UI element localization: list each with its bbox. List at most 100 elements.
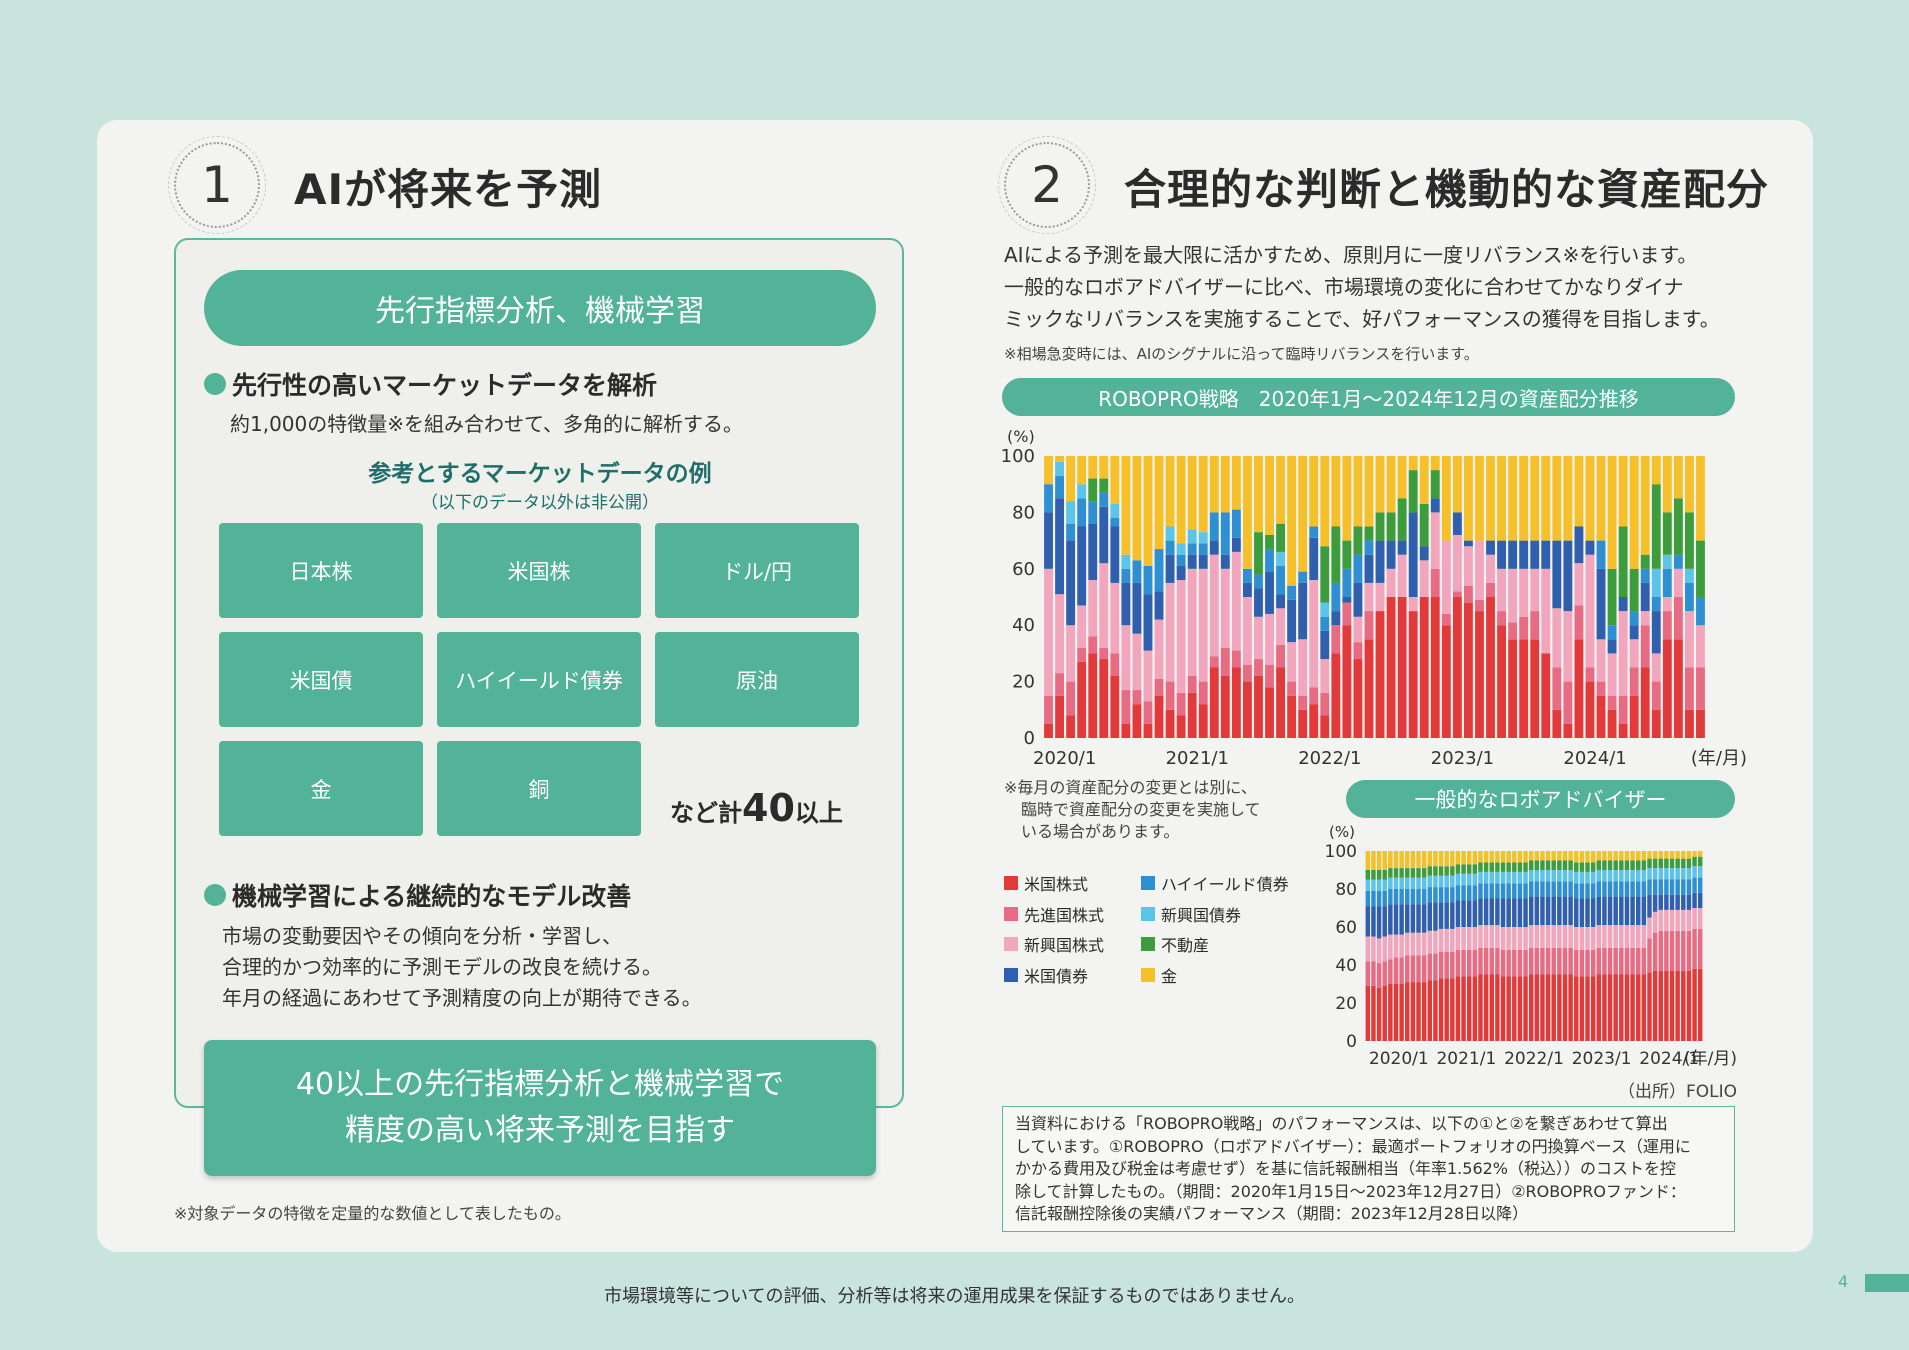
bar-segment: [1433, 866, 1438, 876]
bar-segment: [1331, 653, 1341, 738]
bar-segment: [1636, 947, 1641, 975]
bar-segment: [1433, 980, 1438, 1041]
bar-segment: [1231, 456, 1241, 510]
bar-segment: [1154, 678, 1164, 696]
bar-segment: [1568, 896, 1573, 926]
bar-segment: [1551, 851, 1556, 861]
bar-segment: [1450, 902, 1455, 929]
bar-segment: [1110, 653, 1120, 676]
bar-segment: [1685, 512, 1694, 569]
bar-segment: [1464, 540, 1473, 547]
bar-segment: [1545, 947, 1551, 975]
bar-segment: [1658, 894, 1663, 910]
bar-segment: [1121, 690, 1131, 724]
bar-segment: [1664, 894, 1669, 910]
bar-segment: [1607, 974, 1613, 1041]
bar-segment: [1664, 879, 1669, 895]
bar-segment: [1433, 902, 1438, 931]
bar-segment: [1629, 456, 1639, 569]
bar-segment: [1500, 851, 1506, 863]
x-tick-label: 2020/1: [1033, 748, 1096, 769]
bar-segment: [1364, 540, 1374, 555]
bar-segment: [1506, 976, 1511, 1041]
bar-segment: [1489, 871, 1494, 884]
bar-segment: [1568, 870, 1573, 882]
legend-item: 金: [1141, 963, 1177, 987]
bar-segment: [1455, 885, 1461, 901]
bar-segment: [1055, 461, 1064, 476]
bar-segment: [1342, 625, 1352, 738]
bar-segment: [1376, 987, 1382, 1041]
bar-segment: [1696, 456, 1705, 541]
bar-segment: [1388, 877, 1393, 889]
bar-segment: [1483, 974, 1489, 1041]
bar-segment: [1685, 582, 1694, 612]
bar-segment: [1545, 896, 1551, 926]
bar-segment: [1523, 976, 1528, 1041]
legend-swatch: [1004, 937, 1018, 951]
bar-segment: [1686, 970, 1692, 1041]
bar-segment: [1669, 909, 1675, 931]
bar-segment: [1596, 947, 1601, 975]
bar-segment: [1382, 906, 1387, 937]
bar-segment: [1629, 611, 1639, 626]
bar-segment: [1596, 881, 1601, 897]
bar-segment: [1574, 851, 1579, 863]
bar-segment: [1590, 927, 1596, 950]
bar-segment: [1455, 949, 1461, 977]
bar-segment: [1427, 902, 1432, 931]
bar-segment: [1408, 597, 1418, 612]
bar-segment: [1686, 909, 1692, 931]
bar-segment: [1596, 568, 1606, 640]
bar-segment: [1629, 667, 1639, 696]
bar-segment: [1607, 568, 1617, 626]
bar-segment: [1441, 540, 1451, 614]
bar-segment: [1636, 881, 1641, 897]
bar-segment: [1658, 930, 1663, 971]
bar-segment: [1585, 851, 1590, 863]
bar-segment: [1243, 664, 1252, 682]
bar-segment: [1692, 851, 1697, 857]
bar-segment: [1376, 870, 1382, 880]
x-tick-label: 2021/1: [1436, 1049, 1496, 1069]
bar-segment: [1613, 870, 1618, 882]
bar-segment: [1541, 540, 1551, 569]
bar-segment: [1430, 470, 1440, 499]
bar-segment: [1619, 896, 1624, 926]
bar-segment: [1416, 904, 1421, 933]
bar-segment: [1662, 554, 1672, 569]
bar-segment: [1528, 860, 1534, 870]
bar-segment: [1077, 526, 1087, 606]
bar-segment: [1441, 613, 1451, 626]
bar-segment: [1675, 868, 1680, 880]
data-tile-japan-stock: 日本株: [219, 523, 423, 618]
bar-segment: [1165, 582, 1175, 682]
bar-segment: [1452, 534, 1462, 592]
bar-segment: [1371, 936, 1376, 962]
legend-item: 先進国株式: [1004, 902, 1104, 926]
bar-segment: [1596, 639, 1606, 682]
bar-segment: [1517, 851, 1523, 863]
robopro-allocation-chart: 0 20 40 60 80 100(%) 2020/1 2021/1 2022/1 2023/1 2…: [1001, 427, 1747, 769]
bar-segment: [1618, 597, 1628, 612]
bar-segment: [1287, 456, 1297, 586]
legend-swatch: [1141, 906, 1155, 921]
bar-segment: [1647, 879, 1652, 895]
bar-segment: [1276, 667, 1285, 738]
bar-segment: [1640, 554, 1650, 569]
bar-segment: [1375, 512, 1385, 541]
bar-segment: [1408, 456, 1418, 471]
bar-segment: [1066, 625, 1076, 682]
bar-segment: [1154, 619, 1164, 679]
bar-segment: [1630, 896, 1635, 926]
bar-segment: [1433, 887, 1438, 903]
bar-segment: [1692, 968, 1697, 1041]
bar-segment: [1651, 484, 1661, 569]
bar-segment: [1528, 974, 1534, 1041]
bar-segment: [1669, 879, 1675, 895]
bar-segment: [1630, 851, 1635, 861]
bar-segment: [1651, 681, 1661, 710]
bar-segment: [1353, 616, 1363, 643]
bar-segment: [1099, 478, 1109, 493]
bar-segment: [1517, 871, 1523, 884]
